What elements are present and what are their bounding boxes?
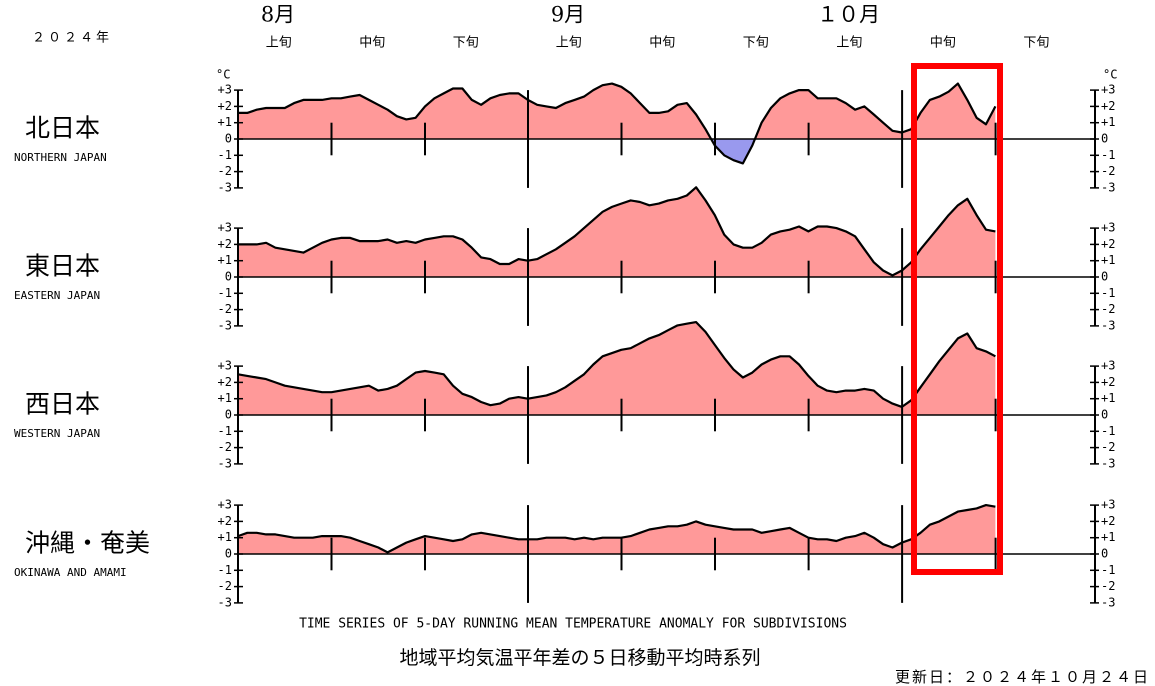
y-tick-label: +2 bbox=[1101, 237, 1115, 251]
y-tick-label: +1 bbox=[1101, 530, 1115, 544]
y-tick-label: +2 bbox=[218, 99, 232, 113]
series-name-en: EASTERN JAPAN bbox=[14, 289, 100, 302]
y-tick-label: 0 bbox=[225, 408, 232, 422]
y-tick-label: +1 bbox=[1101, 115, 1115, 129]
y-tick-label: +1 bbox=[218, 115, 232, 129]
y-tick-label: -1 bbox=[218, 563, 232, 577]
y-tick-label: +2 bbox=[218, 237, 232, 251]
y-tick-label: -2 bbox=[218, 440, 232, 454]
y-tick-label: -1 bbox=[1101, 148, 1115, 162]
y-tick-label: -2 bbox=[218, 579, 232, 593]
y-tick-label: +2 bbox=[1101, 99, 1115, 113]
y-tick-label: -1 bbox=[1101, 286, 1115, 300]
y-tick-label: +3 bbox=[1101, 359, 1115, 373]
updated-date: 更新日：２０２４年１０月２４日 bbox=[895, 668, 1150, 686]
y-tick-label: 0 bbox=[225, 270, 232, 284]
dekad-label: 中旬 bbox=[930, 36, 956, 51]
series-line bbox=[237, 504, 996, 554]
y-tick-label: -3 bbox=[218, 318, 232, 332]
series-name: 北日本 bbox=[25, 114, 100, 143]
y-tick-label: 0 bbox=[1101, 408, 1108, 422]
y-tick-label: -1 bbox=[1101, 563, 1115, 577]
y-tick-label: 0 bbox=[1101, 132, 1108, 146]
area-positive bbox=[238, 505, 996, 554]
y-tick-label: -2 bbox=[218, 164, 232, 178]
y-tick-label: +2 bbox=[1101, 375, 1115, 389]
y-tick-label: -1 bbox=[218, 148, 232, 162]
caption-ja: 地域平均気温平年差の５日移動平均時系列 bbox=[399, 647, 760, 669]
y-tick-label: +3 bbox=[218, 83, 232, 97]
y-unit: °C bbox=[1103, 68, 1117, 82]
y-tick-label: 0 bbox=[225, 547, 232, 561]
y-tick-label: 0 bbox=[1101, 547, 1108, 561]
dekad-label: 中旬 bbox=[359, 36, 385, 51]
y-tick-label: 0 bbox=[225, 132, 232, 146]
y-tick-label: -1 bbox=[218, 286, 232, 300]
y-tick-label: -3 bbox=[218, 595, 232, 609]
dekad-label: 下旬 bbox=[453, 36, 479, 51]
highlight-box bbox=[911, 63, 1003, 575]
series-name: 西日本 bbox=[25, 390, 100, 419]
y-tick-label: +3 bbox=[1101, 221, 1115, 235]
series-name: 沖縄・奄美 bbox=[25, 529, 150, 558]
y-tick-label: -2 bbox=[218, 302, 232, 316]
month-label: １０月 bbox=[817, 3, 880, 27]
dekad-label: 下旬 bbox=[743, 36, 769, 51]
y-tick-label: -2 bbox=[1101, 302, 1115, 316]
y-tick-label: -2 bbox=[1101, 579, 1115, 593]
y-tick-label: -2 bbox=[1101, 164, 1115, 178]
y-tick-label: -3 bbox=[1101, 318, 1115, 332]
series-line bbox=[237, 321, 996, 408]
y-tick-label: -3 bbox=[218, 456, 232, 470]
y-tick-label: +2 bbox=[1101, 514, 1115, 528]
month-label: 9月 bbox=[551, 3, 585, 27]
y-tick-label: +3 bbox=[1101, 83, 1115, 97]
y-tick-label: -1 bbox=[1101, 424, 1115, 438]
y-tick-label: -1 bbox=[218, 424, 232, 438]
y-tick-label: +1 bbox=[1101, 391, 1115, 405]
y-tick-label: +3 bbox=[218, 498, 232, 512]
caption-en: TIME SERIES OF 5-DAY RUNNING MEAN TEMPER… bbox=[299, 617, 847, 632]
y-tick-label: -2 bbox=[1101, 440, 1115, 454]
y-tick-label: +1 bbox=[1101, 253, 1115, 267]
y-tick-label: -3 bbox=[1101, 180, 1115, 194]
series-line bbox=[238, 186, 996, 277]
area-positive bbox=[238, 187, 996, 277]
y-tick-label: +1 bbox=[218, 530, 232, 544]
y-tick-label: +2 bbox=[218, 514, 232, 528]
y-unit: °C bbox=[216, 68, 230, 82]
y-tick-label: 0 bbox=[1101, 270, 1108, 284]
series-name: 東日本 bbox=[25, 252, 100, 281]
y-tick-label: +3 bbox=[1101, 498, 1115, 512]
dekad-label: 上旬 bbox=[266, 36, 292, 51]
area-positive bbox=[238, 83, 996, 139]
y-tick-label: -3 bbox=[1101, 456, 1115, 470]
year-label: ２０２４年 bbox=[32, 31, 112, 46]
y-tick-label: +3 bbox=[218, 221, 232, 235]
y-tick-label: -3 bbox=[1101, 595, 1115, 609]
dekad-label: 中旬 bbox=[649, 36, 675, 51]
series-name-en: WESTERN JAPAN bbox=[14, 427, 100, 440]
y-tick-label: +1 bbox=[218, 391, 232, 405]
series-name-en: NORTHERN JAPAN bbox=[14, 151, 107, 164]
y-tick-label: -3 bbox=[218, 180, 232, 194]
y-tick-label: +2 bbox=[218, 375, 232, 389]
area-positive bbox=[238, 322, 996, 415]
y-tick-label: +3 bbox=[218, 359, 232, 373]
dekad-label: 上旬 bbox=[556, 36, 582, 51]
series-line bbox=[238, 82, 997, 165]
dekad-label: 下旬 bbox=[1023, 36, 1049, 51]
month-label: 8月 bbox=[261, 3, 295, 27]
y-tick-label: +1 bbox=[218, 253, 232, 267]
series-name-en: OKINAWA AND AMAMI bbox=[14, 566, 127, 579]
dekad-label: 上旬 bbox=[836, 36, 862, 51]
